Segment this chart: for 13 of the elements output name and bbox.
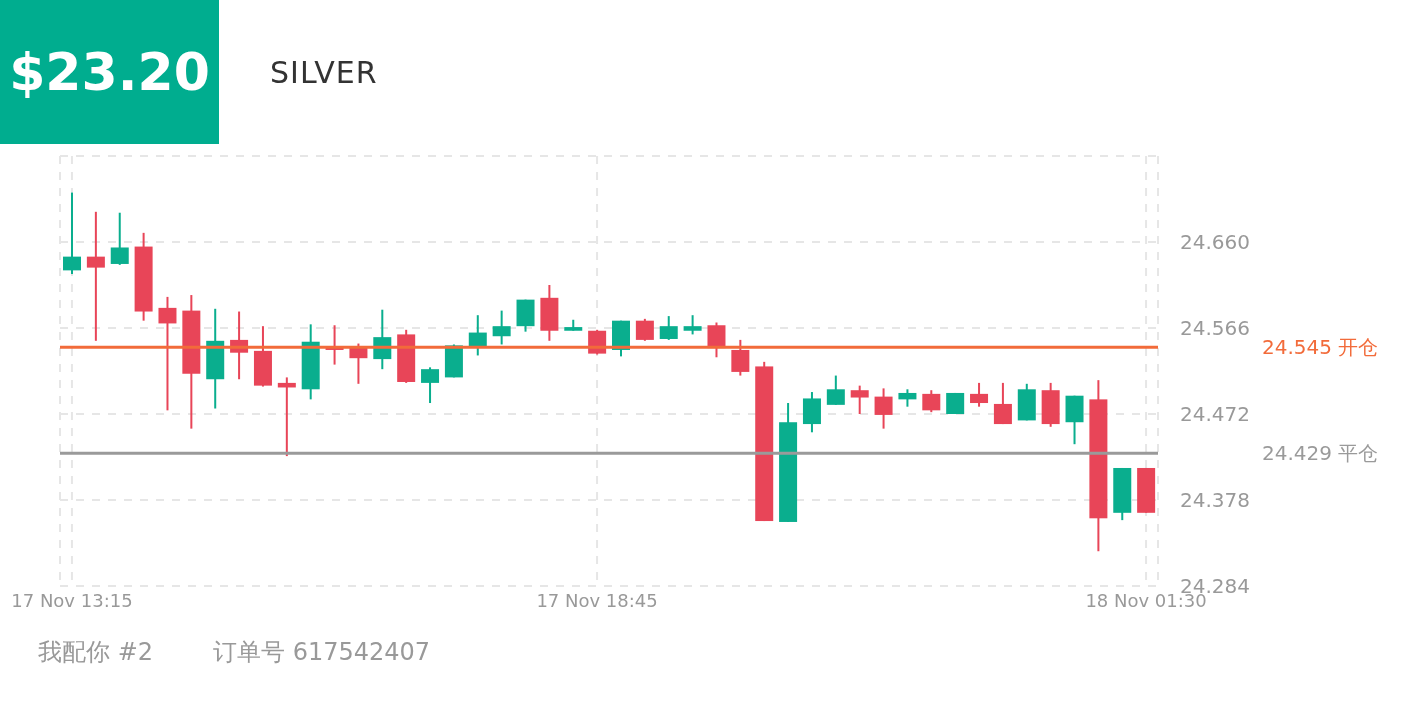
ref-line-label: 24.429 平仓	[1262, 441, 1379, 466]
text: 订单号 617542407	[213, 637, 431, 668]
chart-subtitle: $23.20	[0, 0, 219, 144]
y-tick-label: 24.566	[1180, 316, 1250, 341]
chart-title: SILVER	[270, 55, 378, 90]
y-tick-label: 24.472	[1180, 402, 1250, 427]
x-tick-label: 17 Nov 13:15	[11, 589, 133, 611]
candlestick	[86, 211, 105, 341]
text: 我配你 #2	[38, 637, 154, 668]
y-tick-label: 24.378	[1180, 488, 1250, 513]
x-tick-label: 17 Nov 18:45	[536, 589, 658, 611]
y-tick-label: 24.660	[1180, 230, 1250, 255]
ref-line-label: 24.545 开仓	[1262, 335, 1379, 360]
